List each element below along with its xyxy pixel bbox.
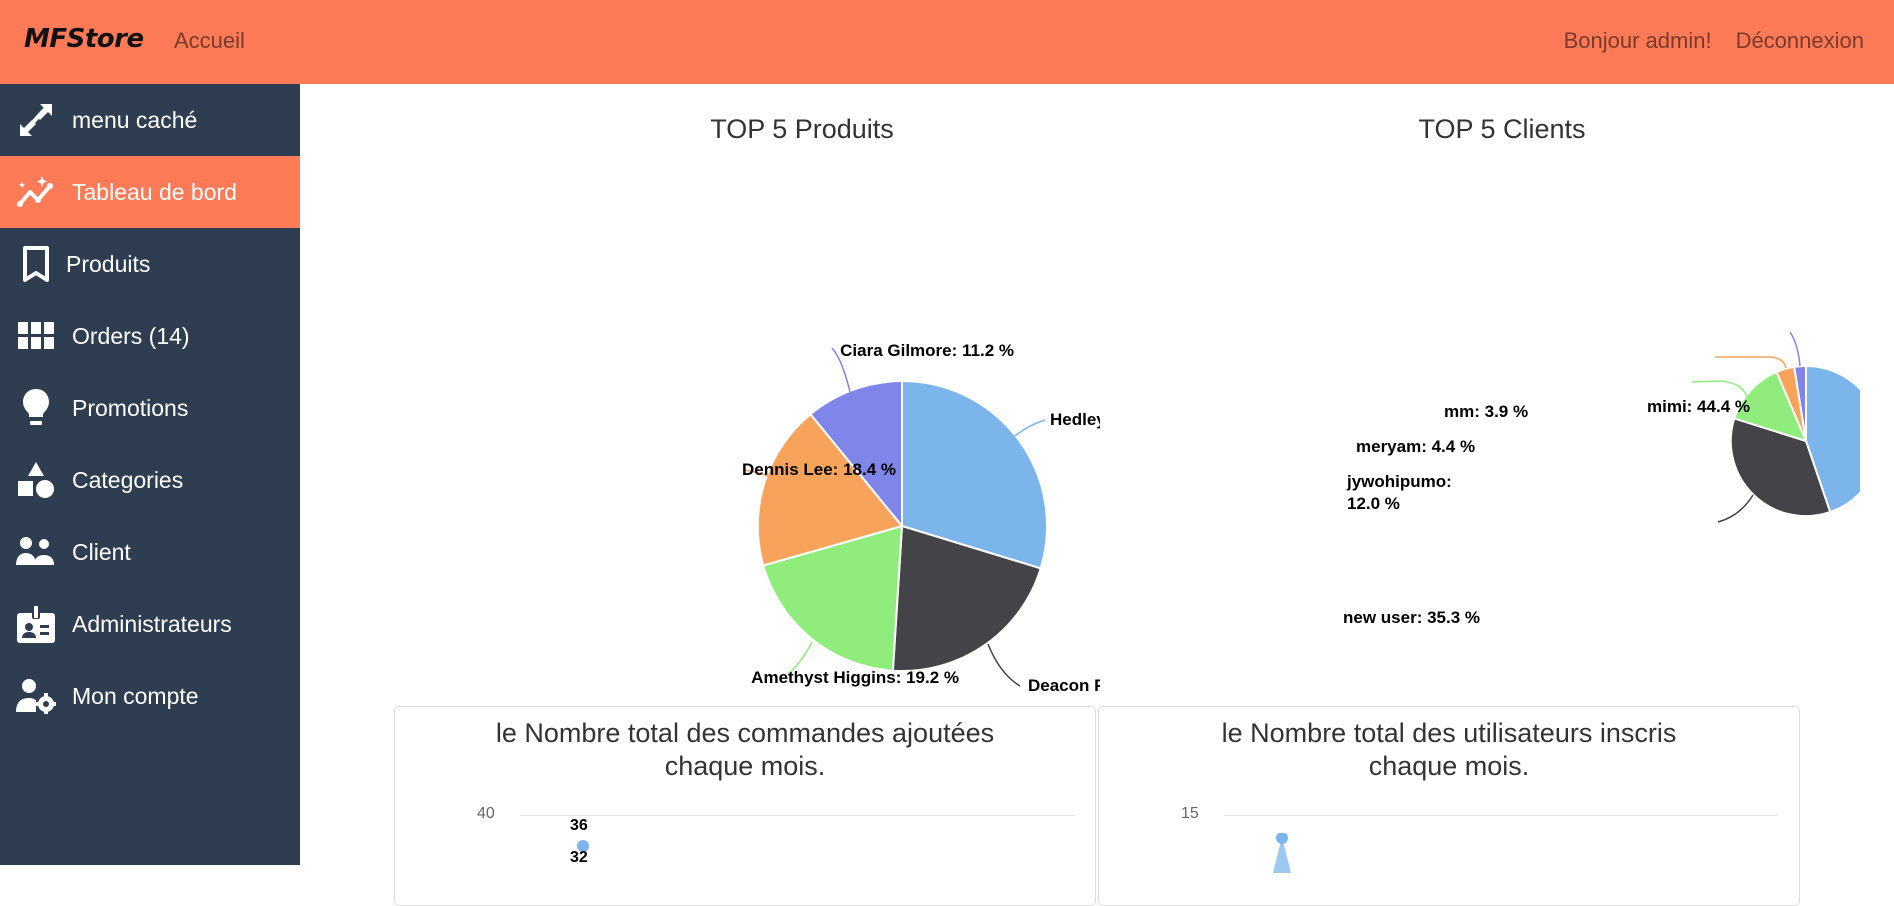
grid-line [520, 815, 1075, 816]
pie-slice-amethyst-higgins[interactable] [762, 524, 904, 672]
sidebar-item-label: Tableau de bord [72, 178, 237, 205]
sidebar-item-menu-cache[interactable]: menu caché [0, 84, 300, 156]
sidebar-item-administrateurs[interactable]: Administrateurs [0, 588, 300, 660]
users-chart-title-line1: le Nombre total des utilisateurs inscris [1221, 718, 1677, 748]
pie-label-amethyst-higgins: Amethyst Higgins: 19.2 % [751, 668, 959, 687]
pie-label-new-user: new user: 35.3 % [1343, 608, 1480, 627]
sidebar-item-label: Orders (14) [72, 322, 190, 349]
pie-label-deacon-phelps: Deacon Phelps: 20.8 % [1028, 676, 1100, 695]
pie-label-hedley-chavez: Hedley Chavez: 30.4 % [1050, 410, 1100, 429]
grid-icon [16, 316, 56, 356]
greeting-link[interactable]: Bonjour admin! [1563, 28, 1712, 53]
area-peak [1273, 833, 1291, 873]
id-badge-icon [16, 604, 56, 644]
top-clients-title: TOP 5 Clients [1418, 114, 1586, 144]
sidebar-item-label: Categories [72, 466, 184, 493]
users-chart-title-line2: chaque mois. [1368, 751, 1530, 781]
pie-label-mm: mm: 3.9 % [1444, 402, 1528, 421]
pie-slice-dennis-lee[interactable] [756, 412, 904, 567]
sidebar-item-label: Client [72, 538, 131, 565]
pie-slice-mimi[interactable] [1805, 364, 1860, 514]
sidebar-item-orders[interactable]: Orders (14) [0, 300, 300, 372]
sidebar-item-tableau-de-bord[interactable]: Tableau de bord [0, 156, 300, 228]
pie-label-jywohipumo-value: 12.0 % [1347, 494, 1400, 513]
sidebar-item-client[interactable]: Client [0, 516, 300, 588]
lightbulb-icon [16, 388, 56, 428]
pie-label-meryam: meryam: 4.4 % [1356, 437, 1475, 456]
sidebar-item-mon-compte[interactable]: Mon compte [0, 660, 300, 732]
top-navbar: MFStore Accueil Bonjour admin! Déconnexi… [0, 0, 1894, 84]
graph-sparkle-icon [16, 172, 56, 212]
dashboard-main: TOP 5 Produits Hedley Chavez: 30.4 % Dea… [300, 84, 1894, 906]
home-link[interactable]: Accueil [174, 28, 245, 53]
pie-slice-jywohipumo[interactable] [1733, 370, 1808, 443]
data-label: 32 [570, 849, 588, 866]
logout-link[interactable]: Déconnexion [1735, 28, 1864, 53]
sidebar-item-promotions[interactable]: Promotions [0, 372, 300, 444]
orders-per-month-card: le Nombre total des commandes ajoutées c… [394, 706, 1096, 906]
pie-label-mimi: mimi: 44.4 % [1647, 397, 1750, 416]
top-clients-labels: mimi: 44.4 % new user: 35.3 % jywohipumo… [1343, 397, 1750, 627]
users-per-month-card: le Nombre total des utilisateurs inscris… [1098, 706, 1800, 906]
y-axis-tick: 40 [477, 805, 495, 822]
pie-slice-ciara-gilmore[interactable] [809, 379, 903, 529]
y-axis-tick: 15 [1181, 805, 1199, 822]
data-point-marker[interactable] [577, 840, 589, 852]
shapes-icon [16, 460, 56, 500]
expand-arrows-icon [16, 100, 56, 140]
sidebar-item-label: menu caché [72, 106, 198, 133]
sidebar-item-produits[interactable]: Produits [0, 228, 300, 300]
pie-label-ciara-gilmore: Ciara Gilmore: 11.2 % [840, 341, 1014, 360]
sidebar-item-label: Mon compte [72, 682, 199, 709]
sidebar-item-label: Produits [66, 250, 151, 277]
sidebar-item-label: Administrateurs [72, 610, 232, 637]
sidebar-item-categories[interactable]: Categories [0, 444, 300, 516]
pie-slice-deacon-phelps[interactable] [891, 524, 1042, 672]
sidebar-item-label: Promotions [72, 394, 189, 421]
sidebar: menu caché Tableau de bord Produits Orde… [0, 84, 300, 865]
bookmark-icon [16, 244, 56, 284]
data-label: 36 [570, 817, 588, 834]
grid-line [1225, 815, 1777, 816]
pie-slice-new-user[interactable] [1729, 417, 1832, 518]
brand-logo[interactable]: MFStore [24, 24, 144, 54]
top-products-title: TOP 5 Produits [710, 114, 894, 144]
orders-chart-title-line2: chaque mois. [664, 751, 826, 781]
pie-label-dennis-lee: Dennis Lee: 18.4 % [742, 460, 896, 479]
top-clients-pie-chart [1691, 331, 1860, 523]
people-icon [16, 532, 56, 572]
pie-label-jywohipumo: jywohipumo: [1346, 472, 1452, 491]
orders-chart-title-line1: le Nombre total des commandes ajoutées [495, 718, 995, 748]
pie-slice-hedley-chavez[interactable] [901, 379, 1049, 570]
top-products-pie-chart: Hedley Chavez: 30.4 % Deacon Phelps: 20.… [742, 341, 1100, 695]
pie-slice-mm[interactable] [1793, 364, 1807, 442]
user-nav: Bonjour admin! Déconnexion [1564, 28, 1864, 54]
person-gear-icon [16, 676, 56, 716]
